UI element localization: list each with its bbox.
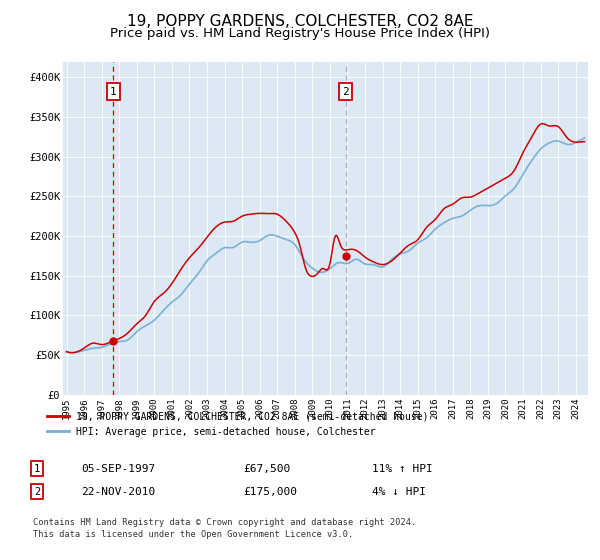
Text: Price paid vs. HM Land Registry's House Price Index (HPI): Price paid vs. HM Land Registry's House … (110, 27, 490, 40)
Text: 2: 2 (343, 87, 349, 96)
Text: 22-NOV-2010: 22-NOV-2010 (81, 487, 155, 497)
Text: 11% ↑ HPI: 11% ↑ HPI (372, 464, 433, 474)
Text: £67,500: £67,500 (243, 464, 290, 474)
Text: 4% ↓ HPI: 4% ↓ HPI (372, 487, 426, 497)
Text: 1: 1 (110, 87, 117, 96)
Text: 1: 1 (34, 464, 40, 474)
Text: 19, POPPY GARDENS, COLCHESTER, CO2 8AE: 19, POPPY GARDENS, COLCHESTER, CO2 8AE (127, 14, 473, 29)
Text: Contains HM Land Registry data © Crown copyright and database right 2024.
This d: Contains HM Land Registry data © Crown c… (33, 518, 416, 539)
Legend: 19, POPPY GARDENS, COLCHESTER, CO2 8AE (semi-detached house), HPI: Average price: 19, POPPY GARDENS, COLCHESTER, CO2 8AE (… (43, 408, 433, 441)
Text: £175,000: £175,000 (243, 487, 297, 497)
Text: 2: 2 (34, 487, 40, 497)
Text: 05-SEP-1997: 05-SEP-1997 (81, 464, 155, 474)
